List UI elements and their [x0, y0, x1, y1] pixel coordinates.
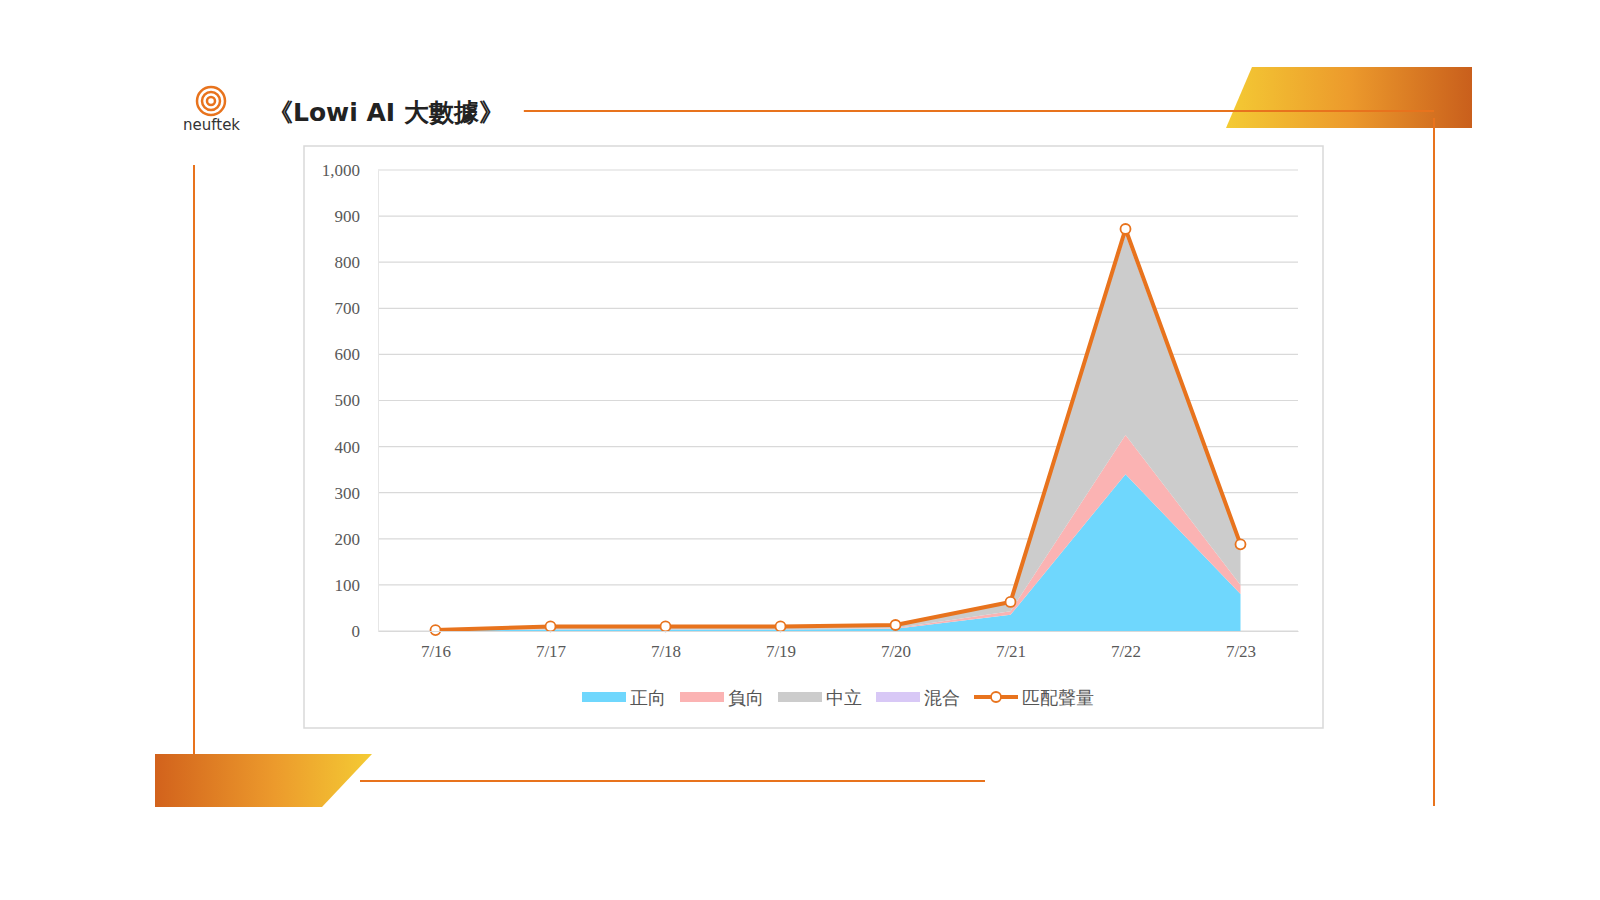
- header-line: [524, 110, 1434, 112]
- x-tick: 7/22: [1111, 631, 1141, 661]
- x-tick: 7/18: [651, 631, 681, 661]
- frame-line: [1433, 118, 1435, 806]
- legend-label: 匹配聲量: [1022, 687, 1094, 708]
- grid-line: [378, 216, 1298, 217]
- legend-swatch: [582, 692, 626, 702]
- grid-line: [378, 262, 1298, 263]
- x-tick: 7/19: [766, 631, 796, 661]
- grid: [378, 170, 1298, 631]
- y-tick-label: 200: [335, 530, 361, 549]
- marker: [1006, 597, 1016, 607]
- y-tick: 400: [335, 438, 379, 457]
- y-tick-label: 100: [335, 576, 361, 595]
- y-tick: 0: [352, 622, 379, 641]
- y-tick-label: 900: [335, 207, 361, 226]
- marker: [546, 621, 556, 631]
- legend: 正向 負向 中立 混合 匹配聲量: [582, 687, 1094, 708]
- corner-decoration: [1226, 67, 1472, 128]
- area-1: [436, 435, 1241, 630]
- corner-decoration: [155, 754, 372, 807]
- x-tick: 7/17: [536, 631, 567, 661]
- legend-label: 正向: [630, 687, 666, 708]
- plot-marks: [431, 224, 1246, 635]
- area-2: [436, 235, 1241, 631]
- x-tick-label: 7/23: [1226, 642, 1256, 661]
- grid-line: [378, 308, 1298, 309]
- canvas: neuftek 《Lowi AI 大數據》 7/16 7/17 7/18 7/19 7/20…: [0, 0, 1600, 900]
- x-tick: 7/16: [421, 631, 451, 661]
- y-tick-label: 300: [335, 484, 361, 503]
- marker: [431, 625, 441, 635]
- logo-ring: [207, 97, 215, 105]
- y-tick-label: 800: [335, 253, 361, 272]
- x-axis-line: [379, 631, 1299, 632]
- frame-line: [360, 780, 985, 782]
- y-tick-label: 600: [335, 345, 361, 364]
- marker: [891, 620, 901, 630]
- area-0: [436, 474, 1241, 631]
- logo-ring: [197, 87, 225, 115]
- y-tick: 1,000: [322, 161, 378, 180]
- y-tick-label: 1,000: [322, 161, 360, 180]
- x-tick: 7/20: [881, 631, 911, 661]
- x-tick-label: 7/20: [881, 642, 911, 661]
- y-tick-label: 400: [335, 438, 361, 457]
- y-tick: 100: [335, 576, 379, 595]
- marker: [776, 621, 786, 631]
- y-tick: 800: [335, 253, 379, 272]
- legend-item: 中立: [778, 687, 862, 708]
- x-tick-label: 7/17: [536, 642, 567, 661]
- x-axis: 7/16 7/17 7/18 7/19 7/20 7/21 7/22 7/23: [379, 631, 1299, 661]
- chart-frame: [304, 146, 1323, 728]
- title: 《Lowi AI 大數據》: [268, 98, 504, 127]
- area-3: [436, 229, 1241, 630]
- marker: [1121, 224, 1131, 234]
- y-tick: 700: [335, 299, 379, 318]
- logo-ring: [202, 92, 220, 110]
- legend-item: 正向: [582, 687, 666, 708]
- logo: [197, 87, 225, 115]
- x-tick-label: 7/22: [1111, 642, 1141, 661]
- marker: [1236, 539, 1246, 549]
- legend-swatch: [876, 692, 920, 702]
- y-axis: 0 100 200 300 400 500 600 700 800 900 1,000: [322, 161, 379, 641]
- legend-label: 中立: [826, 687, 862, 708]
- y-tick: 500: [335, 391, 379, 410]
- x-tick-label: 7/16: [421, 642, 451, 661]
- legend-item: 負向: [680, 687, 764, 708]
- y-tick: 200: [335, 530, 379, 549]
- legend-marker: [991, 692, 1001, 702]
- y-tick-label: 700: [335, 299, 361, 318]
- y-tick: 600: [335, 345, 379, 364]
- legend-label: 混合: [924, 687, 960, 708]
- y-tick-label: 0: [352, 622, 361, 641]
- y-tick-label: 500: [335, 391, 361, 410]
- y-tick: 900: [335, 207, 379, 226]
- legend-swatch: [778, 692, 822, 702]
- x-tick: 7/21: [996, 631, 1026, 661]
- frame-line: [193, 165, 195, 754]
- x-tick: 7/23: [1226, 631, 1256, 661]
- logo-text: neuftek: [183, 116, 240, 134]
- x-tick-label: 7/19: [766, 642, 796, 661]
- line-4: [436, 229, 1241, 630]
- y-tick: 300: [335, 484, 379, 503]
- x-tick-label: 7/18: [651, 642, 681, 661]
- legend-item: 匹配聲量: [974, 687, 1094, 708]
- legend-label: 負向: [728, 687, 764, 708]
- legend-swatch: [680, 692, 724, 702]
- x-tick-label: 7/21: [996, 642, 1026, 661]
- marker: [661, 621, 671, 631]
- grid-line: [378, 169, 1298, 170]
- legend-item: 混合: [876, 687, 960, 708]
- y-axis-line: [378, 171, 379, 632]
